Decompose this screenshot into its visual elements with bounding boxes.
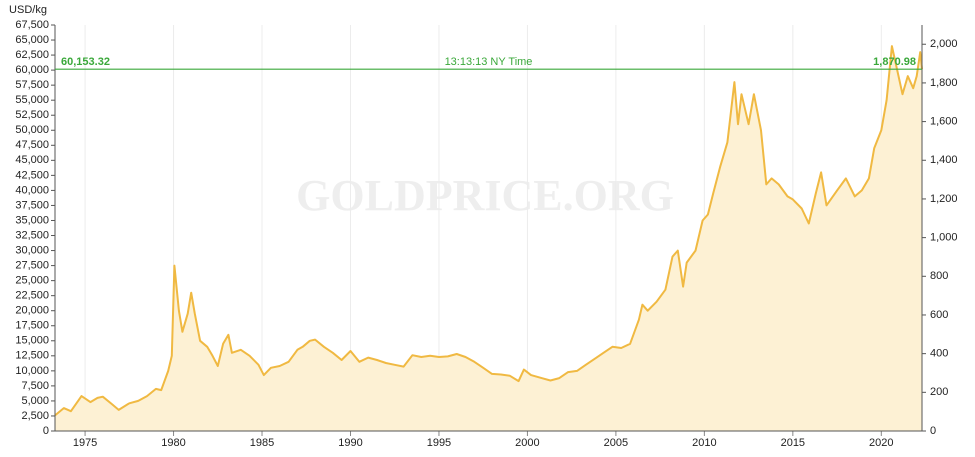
- y-tick-label: 67,500: [15, 19, 49, 31]
- y-tick-label: 62,500: [15, 49, 49, 61]
- y-tick-label: 32,500: [15, 229, 49, 241]
- line: [54, 45, 923, 417]
- y2-tick-label: 1,200: [930, 193, 958, 205]
- y-tick-label: 7,500: [21, 380, 49, 392]
- y-tick-label: 40,000: [15, 184, 49, 196]
- y-tick-label: 25,000: [15, 275, 49, 287]
- y-tick-label: 50,000: [15, 124, 49, 136]
- y2-tick-label: 1,400: [930, 154, 958, 166]
- y-tick-label: 2,500: [21, 410, 49, 422]
- y-tick-label: 42,500: [15, 169, 49, 181]
- y-tick-label: 60,000: [15, 64, 49, 76]
- y2-tick-label: 800: [930, 270, 948, 282]
- y2-tick-label: 1,800: [930, 77, 958, 89]
- y-tick-label: 30,000: [15, 244, 49, 256]
- y-tick-label: 47,500: [15, 139, 49, 151]
- y-tick-label: 27,500: [15, 259, 49, 271]
- x-tick-label: 2005: [604, 437, 628, 449]
- y-tick-label: 37,500: [15, 199, 49, 211]
- y-axis-label: USD/kg: [9, 4, 47, 16]
- y-tick-label: 22,500: [15, 290, 49, 302]
- y2-tick-label: 0: [930, 425, 936, 437]
- area: [55, 46, 922, 431]
- current-time-label: 13:13:13 NY Time: [445, 56, 533, 68]
- x-tick-label: 2010: [692, 437, 716, 449]
- y-tick-label: 55,000: [15, 94, 49, 106]
- x-tick-label: 2000: [515, 437, 539, 449]
- y-tick-label: 20,000: [15, 305, 49, 317]
- current-price-oz-label: 1,870.98: [873, 56, 916, 68]
- y-tick-label: 12,500: [15, 350, 49, 362]
- y-tick-label: 45,000: [15, 154, 49, 166]
- y2-tick-label: 600: [930, 309, 948, 321]
- y2-tick-label: 1,600: [930, 115, 958, 127]
- x-tick-label: 1985: [250, 437, 274, 449]
- y2-tick-label: 400: [930, 348, 948, 360]
- x-tick-label: 1990: [338, 437, 362, 449]
- y-tick-label: 52,500: [15, 109, 49, 121]
- y-tick-label: 17,500: [15, 320, 49, 332]
- x-tick-label: 2015: [781, 437, 805, 449]
- y-tick-label: 5,000: [21, 395, 49, 407]
- x-tick-label: 1995: [427, 437, 451, 449]
- x-tick-label: 1975: [73, 437, 97, 449]
- y-tick-label: 10,000: [15, 365, 49, 377]
- y2-tick-label: 2,000: [930, 38, 958, 50]
- y-tick-label: 65,000: [15, 34, 49, 46]
- y-tick-label: 15,000: [15, 335, 49, 347]
- y2-tick-label: 1,000: [930, 232, 958, 244]
- current-price-label: 60,153.32: [61, 56, 110, 68]
- y-tick-label: 0: [43, 425, 49, 437]
- y-tick-label: 57,500: [15, 79, 49, 91]
- x-tick-label: 1980: [161, 437, 185, 449]
- y-tick-label: 35,000: [15, 214, 49, 226]
- y2-tick-label: 200: [930, 386, 948, 398]
- x-tick-label: 2020: [869, 437, 893, 449]
- watermark: GOLDPRICE.ORG: [296, 171, 674, 220]
